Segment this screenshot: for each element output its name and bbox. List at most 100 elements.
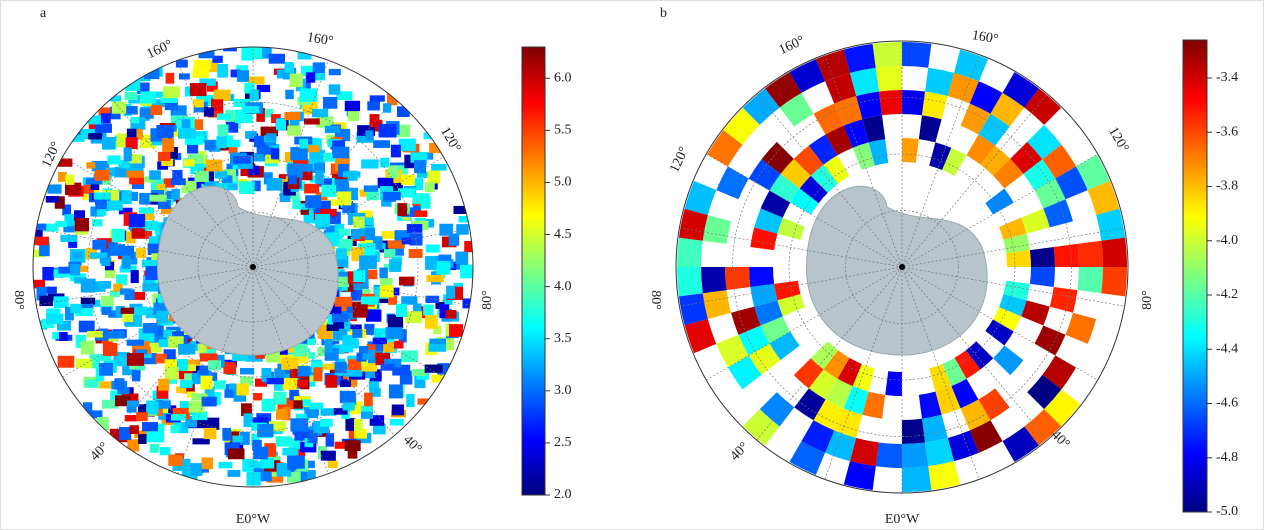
- field-patch: [228, 470, 241, 477]
- field-patch: [329, 69, 341, 75]
- field-patch: [103, 343, 118, 356]
- field-patch: [158, 152, 170, 161]
- colorbar-tick-label: 3.0: [554, 383, 572, 398]
- field-patch: [298, 366, 310, 377]
- field-patch: [414, 160, 426, 173]
- field-patch: [353, 270, 365, 282]
- field-patch: [150, 444, 159, 453]
- field-patch: [214, 171, 227, 178]
- field-patch: [365, 228, 375, 240]
- longitude-label: 80°: [648, 290, 663, 310]
- field-patch: [75, 218, 89, 231]
- field-patch: [66, 175, 75, 185]
- field-patch: [119, 427, 131, 440]
- field-patch: [59, 332, 68, 341]
- field-patch: [190, 463, 202, 476]
- field-patch: [353, 216, 365, 227]
- field-patch: [429, 344, 446, 351]
- field-patch: [421, 195, 431, 208]
- field-patch: [401, 350, 418, 362]
- field-patch: [431, 375, 448, 383]
- field-patch: [46, 314, 63, 324]
- longitude-label: 80°: [11, 290, 26, 310]
- field-patch: [386, 327, 403, 339]
- field-patch: [127, 171, 144, 178]
- panel-label: a: [40, 6, 47, 21]
- field-patch: [139, 193, 150, 205]
- field-patch: [370, 114, 380, 127]
- field-patch: [306, 72, 315, 82]
- field-patch: [70, 304, 81, 313]
- field-patch: [388, 166, 398, 179]
- grid-cell: [879, 90, 902, 115]
- field-patch: [335, 179, 349, 193]
- field-patch: [125, 92, 138, 100]
- field-patch: [325, 126, 340, 133]
- field-patch: [132, 228, 145, 238]
- colorbar-tick-label: 2.0: [554, 487, 572, 502]
- longitude-label: 160°: [777, 33, 807, 58]
- field-patch: [149, 170, 161, 179]
- field-patch: [267, 178, 283, 191]
- field-patch: [391, 145, 401, 158]
- field-patch: [436, 261, 450, 274]
- field-patch: [171, 178, 186, 185]
- grid-cell: [902, 466, 931, 492]
- field-patch: [248, 461, 262, 468]
- colorbar-tick-label: -4.2: [1216, 287, 1238, 302]
- field-patch: [146, 400, 158, 414]
- field-patch: [67, 135, 85, 142]
- grid-cell: [677, 238, 703, 267]
- field-patch: [140, 91, 155, 103]
- grid-cell: [677, 267, 703, 296]
- field-patch: [431, 164, 446, 171]
- field-patch: [343, 402, 355, 410]
- field-patch: [125, 78, 140, 91]
- field-patch: [199, 365, 208, 374]
- field-patch: [309, 403, 323, 410]
- field-patch: [321, 185, 336, 197]
- field-patch: [107, 331, 125, 339]
- field-patch: [332, 314, 349, 322]
- field-patch: [130, 117, 139, 123]
- field-patch: [87, 331, 103, 338]
- longitude-label: 40°: [728, 440, 752, 464]
- field-patch: [217, 114, 231, 120]
- field-patch: [306, 145, 319, 152]
- field-patch: [170, 425, 178, 433]
- field-patch: [76, 359, 93, 369]
- field-patch: [455, 252, 468, 264]
- grid-cell: [701, 267, 727, 293]
- grid-cell: [1054, 244, 1079, 267]
- field-patch: [107, 155, 120, 164]
- field-patch: [406, 394, 414, 407]
- field-patch: [81, 341, 95, 354]
- colorbar-tick-label: -5.0: [1216, 504, 1238, 519]
- field-patch: [165, 359, 177, 367]
- pole: [250, 264, 256, 270]
- grid-cell: [1101, 238, 1127, 267]
- longitude-label: 80°: [480, 290, 495, 310]
- field-patch: [139, 207, 154, 213]
- field-patch: [134, 306, 147, 315]
- field-patch: [402, 238, 412, 245]
- field-patch: [412, 369, 427, 376]
- field-patch: [253, 393, 262, 400]
- field-patch: [138, 434, 146, 444]
- field-patch: [446, 310, 457, 319]
- field-patch: [114, 378, 124, 389]
- field-patch: [289, 176, 297, 185]
- field-patch: [439, 224, 453, 236]
- field-patch: [127, 401, 139, 407]
- field-patch: [101, 113, 111, 123]
- longitude-label: 120°: [1105, 125, 1131, 156]
- field-patch: [127, 439, 139, 451]
- longitude-label: 40°: [88, 440, 112, 464]
- field-patch: [242, 106, 259, 113]
- field-patch: [190, 83, 207, 96]
- field-patch: [366, 310, 381, 322]
- field-patch: [399, 277, 414, 286]
- field-patch: [304, 118, 320, 124]
- field-patch: [335, 297, 352, 307]
- field-patch: [136, 248, 146, 258]
